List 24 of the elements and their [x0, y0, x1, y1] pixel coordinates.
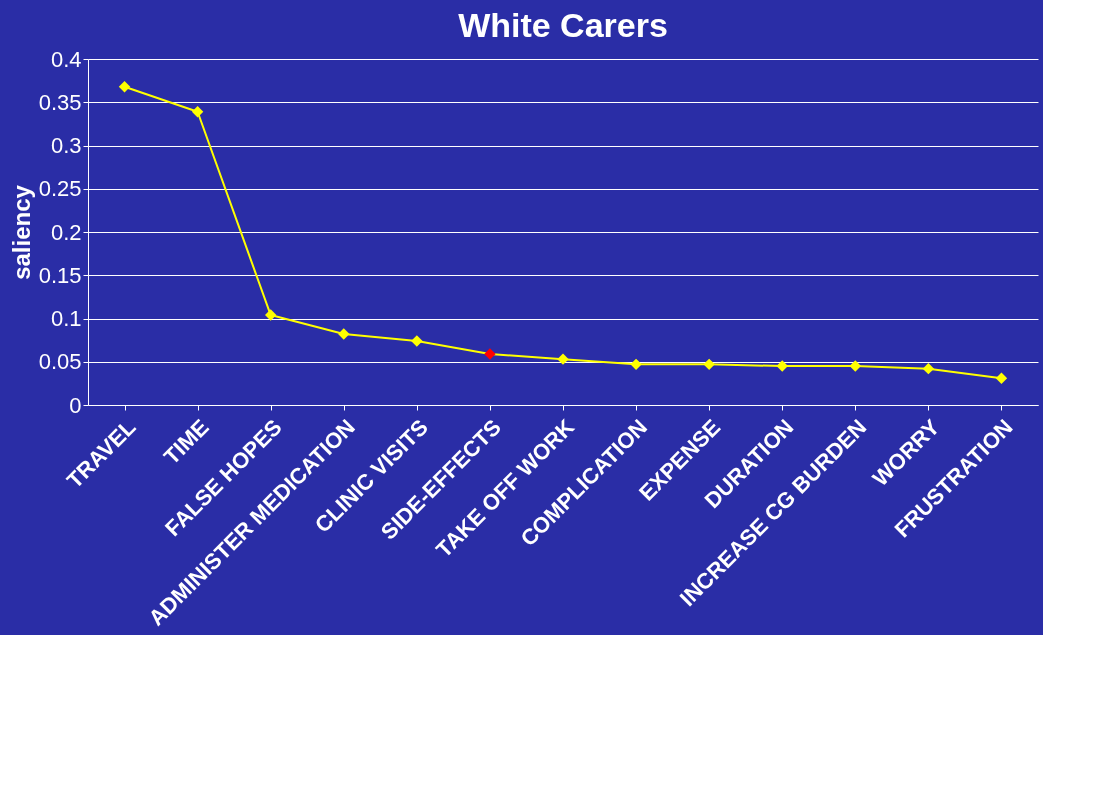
y-tick-label: 0.1 — [50, 306, 82, 331]
y-tick-label: 0.25 — [38, 176, 82, 202]
y-tick-label: 0.05 — [38, 349, 82, 375]
y-axis-title: saliency — [7, 184, 35, 280]
y-tick-label: 0.4 — [50, 46, 82, 72]
y-tick-label: 0.2 — [50, 219, 82, 245]
point — [630, 358, 642, 371]
point — [484, 348, 496, 360]
chart-title: White Carers — [458, 6, 668, 44]
point — [118, 80, 131, 93]
y-tick-label: 0 — [69, 392, 82, 418]
point — [849, 360, 862, 372]
point — [191, 106, 204, 118]
point — [922, 362, 935, 375]
point — [557, 353, 569, 365]
point — [338, 328, 350, 340]
point — [776, 360, 788, 372]
point — [995, 372, 1008, 384]
point — [264, 309, 277, 321]
point — [411, 335, 423, 347]
y-tick-label: 0.3 — [50, 133, 82, 158]
point — [703, 358, 715, 371]
y-tick-label: 0.15 — [38, 262, 82, 288]
y-tick-label: 0.35 — [38, 89, 82, 115]
